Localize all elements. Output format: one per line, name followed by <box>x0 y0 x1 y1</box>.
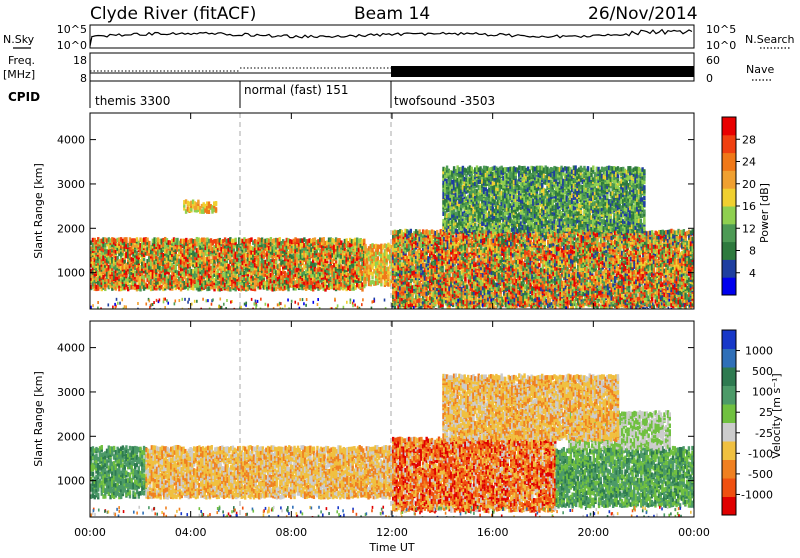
twofsound-frequency-band <box>391 66 694 77</box>
heatmap-cell <box>125 237 127 242</box>
cpid-segment-normal: normal (fast) 151 <box>244 83 348 97</box>
station-title: Clyde River (fitACF) <box>90 4 256 24</box>
nave-tick-bottom: 0 <box>706 72 713 85</box>
heatmap-cell <box>363 239 365 244</box>
noise-left-tick-bottom: 10^0 <box>57 39 87 52</box>
heatmap-cell <box>364 244 366 249</box>
date-title: 26/Nov/2014 <box>588 4 698 24</box>
freq-label: Freq. <box>8 54 35 67</box>
noise-search-label: N.Search <box>745 33 795 46</box>
cpid-label: CPID <box>8 90 40 104</box>
heatmap-cell <box>410 229 412 234</box>
freq-tick-bottom: 8 <box>80 72 87 85</box>
nave-label: Nave <box>746 63 774 76</box>
noise-right-tick-bottom: 10^0 <box>706 39 736 52</box>
noise-series <box>90 30 692 46</box>
noise-panel: N.Sky 10^5 10^0 10^5 10^0 N.Search <box>3 23 795 52</box>
heatmap-cell <box>148 241 150 246</box>
nave-tick-top: 60 <box>706 54 720 67</box>
noise-right-tick-top: 10^5 <box>706 23 736 36</box>
freq-tick-top: 18 <box>73 54 87 67</box>
cpid-segment-twofsound: twofsound -3503 <box>394 94 495 108</box>
cpid-segment-themis: themis 3300 <box>95 94 170 108</box>
cpid-panel: CPID themis 3300 normal (fast) 151 twofs… <box>8 81 495 108</box>
noise-left-tick-top: 10^5 <box>57 23 87 36</box>
beam-title: Beam 14 <box>354 4 430 24</box>
noise-sky-trace <box>90 30 692 46</box>
heatmap-cell <box>234 238 236 243</box>
freq-series <box>90 66 694 77</box>
noise-sky-label: N.Sky <box>3 33 35 46</box>
freq-panel: Freq. [MHz] 18 8 60 0 Nave <box>3 53 774 85</box>
freq-unit-label: [MHz] <box>3 68 35 81</box>
power-heatmap <box>90 165 696 312</box>
